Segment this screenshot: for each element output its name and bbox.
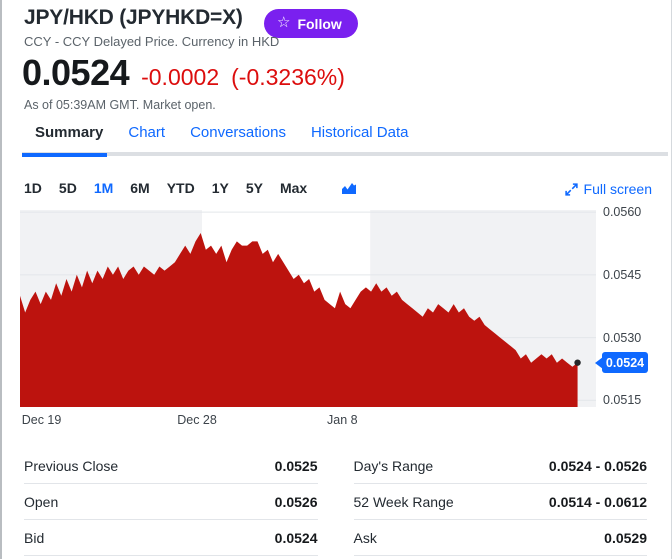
stat-value: 0.0514 - 0.0612 [548, 493, 647, 510]
quote-subtitle: CCY - CCY Delayed Price. Currency in HKD [24, 34, 280, 49]
page-title: JPY/HKD (JPYHKD=X) [24, 6, 243, 29]
follow-button[interactable]: ☆ Follow [264, 9, 358, 38]
x-axis-tick: Dec 28 [177, 413, 217, 427]
y-axis-tick: 0.0515 [603, 393, 642, 408]
last-price-badge: 0.0524 [595, 352, 648, 374]
stat-value: 0.0526 [274, 493, 318, 510]
stat-label: Ask [353, 529, 377, 546]
chart-region: 0.0560 0.0545 0.0530 0.0515 Dec 19 Dec 28 Jan… [2, 205, 672, 435]
range-1d[interactable]: 1D [24, 180, 42, 196]
tab-bar: Summary Chart Conversations Historical D… [2, 120, 671, 157]
tab-chart[interactable]: Chart [128, 124, 166, 141]
range-6m[interactable]: 6M [130, 180, 150, 196]
star-icon: ☆ [277, 14, 291, 31]
x-axis-tick: Dec 19 [21, 413, 62, 427]
stat-row-days-range: Day's Range 0.0524 - 0.0526 [353, 448, 647, 484]
stat-label: Bid [24, 529, 45, 546]
fullscreen-label: Full screen [583, 181, 652, 197]
fullscreen-button[interactable]: Full screen [564, 181, 652, 197]
range-selector: 1D 5D 1M 6M YTD 1Y 5Y Max [24, 180, 357, 196]
tab-historical-data[interactable]: Historical Data [310, 124, 409, 141]
price-change: -0.0002 [141, 64, 220, 90]
range-1y[interactable]: 1Y [211, 180, 229, 196]
as-of-text: As of 05:39AM GMT. Market open. [24, 98, 216, 112]
range-1m[interactable]: 1M [93, 180, 114, 196]
stat-row-52-week-range: 52 Week Range 0.0514 - 0.0612 [353, 484, 647, 520]
range-ytd[interactable]: YTD [166, 180, 195, 196]
x-axis-tick: Jan 8 [327, 413, 358, 427]
area-chart-type-icon[interactable] [341, 180, 357, 196]
stat-row-ask: Ask 0.0529 [353, 520, 647, 556]
range-5d[interactable]: 5D [58, 180, 77, 196]
current-price: 0.0524 [22, 52, 130, 93]
stat-row-open: Open 0.0526 [24, 484, 318, 520]
y-axis-tick: 0.0545 [603, 267, 642, 282]
stats-left-column: Previous Close 0.0525 Open 0.0526 Bid 0.… [24, 448, 318, 556]
price-area-svg [20, 210, 596, 407]
tab-underline-track [22, 152, 668, 156]
stat-row-bid: Bid 0.0524 [24, 520, 318, 556]
price-block: 0.0524 -0.0002 (-0.3236%) [22, 52, 345, 94]
stat-value: 0.0524 - 0.0526 [548, 457, 647, 474]
stat-value: 0.0525 [274, 457, 318, 474]
stat-value: 0.0529 [604, 529, 647, 546]
y-axis-tick: 0.0560 [603, 205, 642, 220]
stat-label: Day's Range [353, 457, 434, 474]
y-axis-tick: 0.0530 [603, 330, 642, 345]
stat-value: 0.0524 [274, 529, 318, 546]
price-change-percent: (-0.3236%) [231, 64, 345, 90]
stat-label: Previous Close [24, 457, 119, 474]
range-5y[interactable]: 5Y [245, 180, 263, 196]
price-chart[interactable] [20, 210, 596, 407]
stat-label: Open [24, 493, 59, 510]
stat-row-previous-close: Previous Close 0.0525 [24, 448, 318, 484]
tab-summary[interactable]: Summary [21, 124, 108, 157]
range-max[interactable]: Max [279, 180, 308, 196]
stats-right-column: Day's Range 0.0524 - 0.0526 52 Week Rang… [353, 448, 647, 556]
stat-label: 52 Week Range [353, 493, 454, 510]
quote-statistics: Previous Close 0.0525 Open 0.0526 Bid 0.… [24, 448, 647, 556]
follow-button-label: Follow [297, 15, 342, 32]
tab-conversations[interactable]: Conversations [190, 124, 286, 141]
expand-icon [564, 182, 578, 196]
